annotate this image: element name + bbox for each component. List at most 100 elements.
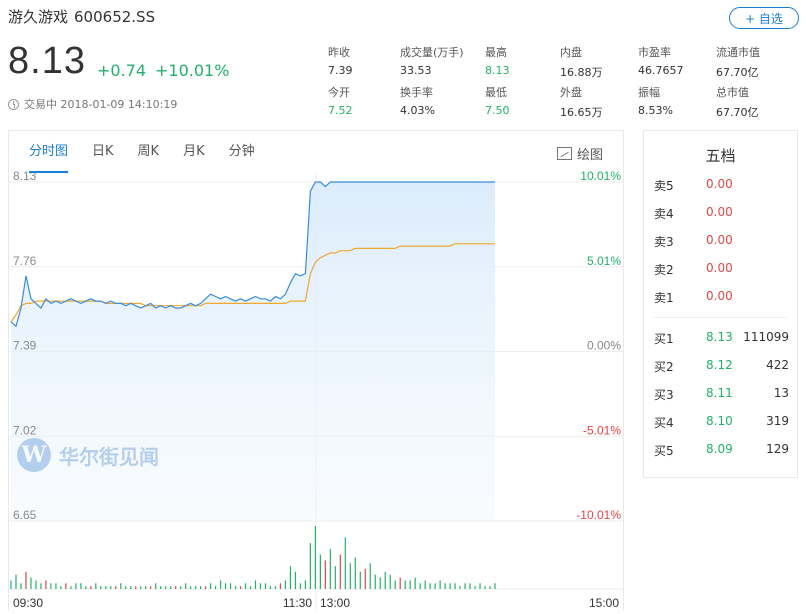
volume-bar	[224, 583, 227, 589]
tab-分钟[interactable]: 分钟	[228, 144, 255, 159]
volume-bar	[284, 580, 287, 589]
ask-row: 卖1 0.00	[644, 289, 799, 309]
bid-row: 买5 8.09 129	[644, 442, 799, 462]
volume-bar	[299, 583, 302, 589]
volume-bar	[15, 574, 17, 589]
ask-label: 卖2	[654, 263, 674, 277]
add-to-watchlist-button[interactable]: + 自选	[729, 7, 799, 29]
volume-bar	[35, 580, 37, 589]
volume-bar	[394, 580, 396, 589]
chart-tabs: 分时图 日K 周K 月K 分钟	[9, 131, 623, 173]
bid-price: 8.13	[706, 330, 733, 344]
percent-tick-label: -5.01%	[583, 423, 621, 437]
bid-volume: 319	[766, 414, 789, 428]
volume-bar	[130, 586, 132, 589]
volume-bar	[229, 583, 232, 589]
volume-bar	[489, 586, 491, 589]
volume-bar	[145, 586, 147, 589]
bid-row: 买3 8.11 13	[644, 386, 799, 406]
draw-tool-button[interactable]: 绘图	[556, 144, 603, 163]
ask-row: 卖2 0.00	[644, 261, 799, 281]
stat-label: 流通市值	[716, 46, 760, 59]
volume-bar	[264, 583, 267, 589]
percent-tick-label: 5.01%	[587, 254, 621, 268]
bid-label: 买5	[654, 444, 674, 458]
price-line	[10, 181, 495, 328]
ask-label: 卖3	[654, 235, 674, 249]
volume-bar	[65, 583, 67, 589]
ask-row: 卖5 0.00	[644, 177, 799, 197]
time-tick-label: 13:00	[320, 596, 350, 610]
volume-bar	[384, 571, 386, 589]
stat-总市值: 总市值 67.70亿	[716, 84, 796, 120]
price-tick-label: 7.39	[13, 339, 37, 353]
ask-price: 0.00	[706, 289, 733, 303]
ask-price: 0.00	[706, 233, 733, 247]
volume-bar	[20, 583, 22, 589]
trading-status: 交易中 2018-01-09 14:10:19	[8, 96, 177, 112]
bid-price: 8.09	[706, 442, 733, 456]
percent-tick-label: 0.00%	[587, 339, 621, 353]
volume-bar	[244, 583, 247, 589]
volume-bar	[309, 543, 311, 589]
percent-tick-label: 10.01%	[580, 169, 621, 183]
volume-bar	[135, 586, 137, 589]
stat-成交量(万手): 成交量(万手) 33.53	[400, 44, 480, 77]
volume-bar	[379, 577, 381, 589]
volume-bar	[354, 557, 356, 589]
volume-bar	[349, 563, 351, 589]
volume-bar	[239, 586, 242, 589]
volume-bar	[105, 586, 107, 589]
order-book-divider	[654, 317, 787, 318]
volume-bar	[459, 586, 461, 589]
stat-label: 最高	[485, 46, 507, 59]
tab-月K[interactable]: 月K	[183, 144, 205, 159]
volume-bar	[359, 571, 361, 589]
watermark-logo: W	[17, 438, 51, 472]
tab-分时图[interactable]: 分时图	[17, 131, 80, 173]
ask-label: 卖1	[654, 291, 674, 305]
ask-label: 卖5	[654, 179, 674, 193]
volume-bar	[314, 526, 316, 589]
volume-bar	[175, 586, 177, 589]
volume-bar	[389, 574, 391, 589]
stat-label: 内盘	[560, 46, 582, 59]
volume-bar	[209, 583, 212, 589]
bid-volume: 129	[766, 442, 789, 456]
volume-bar	[324, 560, 326, 589]
volume-bar	[249, 586, 252, 589]
volume-bar	[234, 586, 237, 589]
ask-label: 卖4	[654, 207, 674, 221]
clock-icon	[8, 98, 19, 110]
volume-bar	[319, 554, 321, 589]
tab-周K[interactable]: 周K	[137, 144, 160, 159]
stat-value: 7.39	[328, 64, 353, 77]
bid-row: 买4 8.10 319	[644, 414, 799, 434]
current-price: 8.13	[8, 40, 86, 82]
volume-bar	[374, 574, 376, 589]
stock-title: 游久游戏 600652.SS	[8, 6, 155, 27]
watermark-text: 华尔街见闻	[59, 444, 159, 469]
stat-label: 市盈率	[638, 46, 671, 59]
volume-bar	[439, 580, 441, 589]
stat-市盈率: 市盈率 46.7657	[638, 44, 718, 77]
volume-bar	[90, 586, 92, 589]
volume-bar	[494, 583, 496, 589]
stat-value: 8.13	[485, 64, 510, 77]
volume-bar	[369, 563, 371, 589]
volume-bar	[279, 583, 282, 589]
volume-bar	[269, 586, 272, 589]
intraday-chart[interactable]: 8.137.767.397.026.6510.01%5.01%0.00%-5.0…	[9, 131, 625, 611]
stat-value: 16.88万	[560, 66, 603, 79]
bid-price: 8.12	[706, 358, 733, 372]
volume-bar	[479, 583, 481, 589]
volume-bar	[55, 583, 57, 589]
stat-label: 最低	[485, 86, 507, 99]
volume-bar	[214, 586, 217, 589]
tab-日K[interactable]: 日K	[92, 144, 114, 159]
stat-今开: 今开 7.52	[328, 84, 408, 117]
volume-bar	[180, 586, 182, 589]
volume-bar	[40, 583, 42, 589]
volume-bar	[304, 580, 306, 589]
volume-bar	[414, 577, 416, 589]
